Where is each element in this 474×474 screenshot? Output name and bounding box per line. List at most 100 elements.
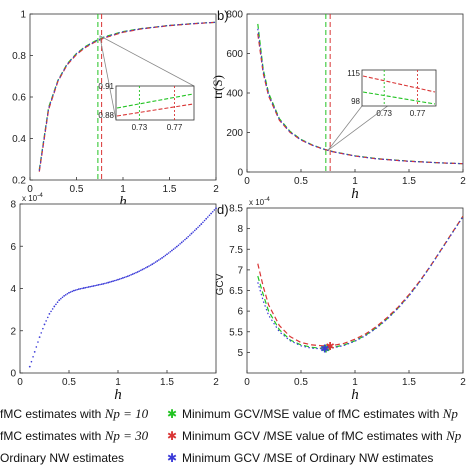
inset-series-green — [362, 91, 436, 105]
data-point — [164, 254, 167, 257]
data-point — [53, 305, 56, 308]
data-point — [99, 283, 101, 286]
y-tick-label: 0 — [237, 168, 243, 179]
data-point — [66, 292, 69, 295]
data-point — [63, 294, 65, 297]
data-point — [211, 210, 214, 213]
data-point — [91, 285, 93, 288]
x-tick-label: 1 — [352, 176, 358, 187]
legend-item: fMC estimates with Np = 30 — [0, 428, 149, 443]
inset-frame — [361, 69, 437, 107]
series-line-blue — [38, 21, 217, 171]
data-point — [190, 232, 193, 235]
x-axis-label: h — [119, 194, 127, 210]
data-point — [97, 284, 100, 286]
data-point — [40, 332, 43, 334]
data-point — [180, 241, 183, 244]
x-tick-label: 1.5 — [163, 184, 177, 195]
panel-c: 0 0.5 1 1.5 2 0 2 4 6 8 h x 10-4 — [10, 192, 219, 403]
x-axis-label: h — [351, 387, 359, 403]
data-point — [117, 278, 119, 281]
data-point — [74, 289, 77, 291]
data-point — [118, 278, 121, 280]
data-point — [50, 310, 52, 313]
data-point — [184, 238, 186, 241]
data-point — [89, 285, 92, 288]
legend-label: fMC estimates with Np = 10 — [0, 406, 149, 421]
data-point — [126, 275, 129, 278]
series-line-blue — [257, 216, 464, 350]
exponent-label: x 10-4 — [249, 196, 270, 207]
legend-item: ✱ Minimum GCV /MSE of Ordinary NW estimat… — [167, 451, 433, 465]
data-point — [156, 260, 159, 262]
data-point — [48, 312, 51, 315]
x-tick-label: 0 — [244, 176, 250, 187]
data-point — [56, 301, 59, 304]
data-point — [102, 282, 105, 285]
legend-label: Minimum GCV/MSE value of fMC estimates w… — [182, 406, 458, 421]
y-tick-label: 4 — [10, 284, 16, 295]
data-point — [95, 284, 98, 287]
x-tick-label: 2 — [460, 176, 466, 187]
x-axis-label: h — [114, 387, 122, 403]
data-point — [133, 272, 136, 275]
legend-item: Ordinary NW estimates — [0, 451, 124, 465]
x-tick-label: 1 — [115, 377, 121, 388]
panel-label: d) — [217, 202, 229, 217]
data-point — [185, 237, 188, 240]
data-point — [109, 281, 111, 283]
data-point — [195, 228, 198, 230]
data-point — [42, 327, 44, 330]
data-point — [69, 291, 72, 293]
x-tick-label: 0.5 — [62, 377, 76, 388]
x-tick-label: 0 — [27, 184, 33, 195]
series-line-red — [257, 215, 464, 347]
y-tick-label: 8.5 — [229, 204, 243, 215]
data-point — [120, 277, 123, 280]
data-point — [166, 253, 168, 256]
x-tick-label: 1.5 — [160, 377, 174, 388]
inset-x-tick: 0.77 — [410, 109, 426, 118]
x-tick-label: 2 — [213, 377, 219, 388]
inset-plot: 0.91 0.88 0.73 0.77 — [98, 82, 195, 132]
data-point — [33, 350, 36, 353]
data-point — [136, 271, 139, 273]
data-point — [162, 255, 165, 258]
y-tick-label: 7 — [237, 265, 243, 276]
legend-label: Minimum GCV /MSE value of fMC estimates … — [182, 428, 462, 443]
data-point — [110, 280, 113, 283]
data-point — [32, 356, 34, 358]
inset-y-tick: 98 — [351, 97, 360, 106]
data-point — [64, 294, 67, 296]
plot-frame — [19, 203, 217, 374]
inset-x-tick: 0.73 — [376, 109, 392, 118]
x-tick-label: 0.5 — [70, 184, 84, 195]
data-point — [104, 282, 106, 285]
data-point — [86, 286, 88, 289]
y-tick-label: 400 — [226, 89, 243, 100]
data-point — [169, 250, 172, 253]
data-point — [144, 266, 147, 269]
y-axis-label: GCV — [215, 273, 226, 295]
data-point — [215, 207, 217, 210]
y-tick-label: 0.4 — [12, 134, 26, 145]
y-tick-label: 0.2 — [12, 176, 26, 187]
data-point — [94, 284, 96, 287]
data-point — [38, 336, 41, 338]
minimum-marker-blue: ✱ — [320, 344, 329, 356]
inset-series-red — [362, 75, 436, 93]
legend-label: fMC estimates with Np = 30 — [0, 428, 149, 443]
data-point — [174, 247, 176, 249]
data-point — [161, 256, 164, 259]
y-tick-label: 6 — [237, 307, 243, 318]
y-tick-label: 8 — [237, 224, 243, 235]
y-tick-label: 6.5 — [229, 286, 243, 297]
x-tick-label: 1.5 — [402, 176, 416, 187]
data-point — [193, 229, 196, 232]
data-point — [198, 224, 201, 227]
data-point — [81, 287, 83, 290]
y-tick-label: 6 — [10, 242, 16, 253]
data-point — [171, 249, 173, 252]
data-point — [73, 289, 75, 292]
